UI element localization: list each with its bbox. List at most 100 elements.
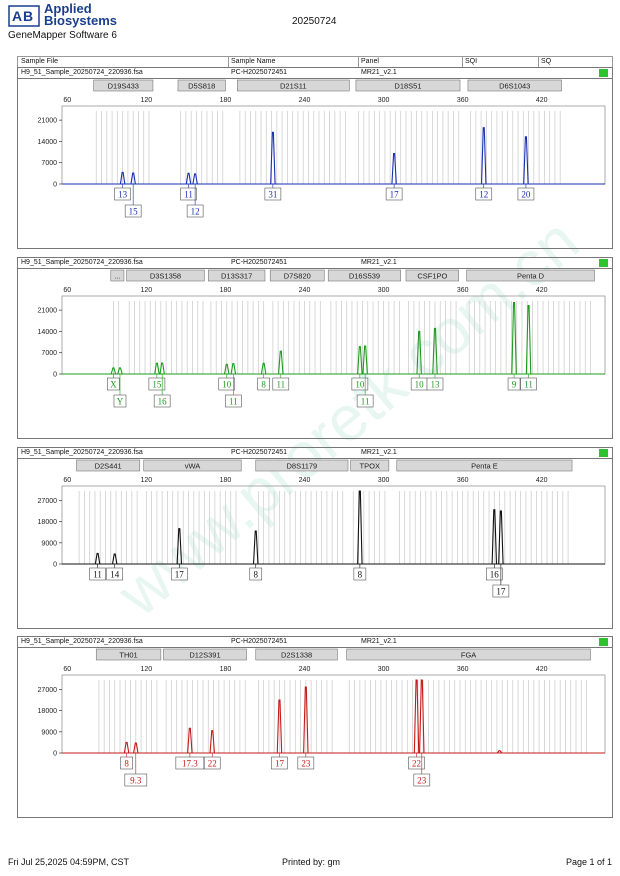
peak (119, 171, 126, 185)
peak (133, 742, 139, 754)
col-sample-name: Sample Name (231, 58, 276, 65)
y-tick-label: 14000 (38, 329, 58, 336)
allele-label-box (297, 756, 315, 770)
locus-label: FGA (461, 651, 476, 660)
electropherogram-black: D2S441 vWA D8S1179 TPOX Penta E 60 120 180 240 30… (38, 459, 606, 598)
allele-label: 16 (158, 397, 168, 407)
svg-text:A: A (12, 8, 22, 24)
x-tick-label: 120 (141, 97, 153, 104)
plot-frame (61, 295, 606, 375)
allele-label-box (249, 567, 263, 581)
peak (192, 173, 198, 185)
allele-label-box (120, 756, 133, 770)
locus-marker (236, 79, 350, 92)
allele-label-box (175, 756, 205, 770)
report-date: 20250724 (292, 16, 337, 27)
x-tick-label: 360 (457, 666, 469, 673)
locus-marker (110, 269, 125, 282)
x-tick-label: 60 (63, 666, 71, 673)
allele-label-box (353, 567, 367, 581)
y-tick-label: 7000 (41, 350, 57, 357)
x-tick-label: 240 (299, 666, 311, 673)
panel-blue: H9_51_Sample_20250724_220936.fsa PC-H2025… (17, 67, 613, 249)
peak (413, 679, 420, 754)
allele-label-box (385, 187, 403, 201)
locus-label: D8S1179 (287, 462, 318, 471)
panel-header: H9_51_Sample_20250724_220936.fsa PC-H2025… (18, 258, 612, 269)
allele-label: 14 (110, 570, 120, 580)
peak (260, 362, 267, 375)
peak (391, 153, 397, 185)
sample-name: PC-H2025072451 (231, 449, 288, 456)
allele-label: 20 (521, 190, 531, 200)
sample-name: PC-H2025072451 (231, 259, 288, 266)
allele-label-box (170, 567, 188, 581)
locus-label: D19S433 (108, 82, 139, 91)
sample-file: H9_51_Sample_20250724_220936.fsa (21, 449, 143, 456)
brand-line2: Biosystems (44, 13, 117, 28)
locus-label: Penta E (471, 462, 498, 471)
allele-label-box (264, 187, 282, 201)
panel-red: H9_51_Sample_20250724_220936.fsa PC-H2025… (17, 636, 613, 818)
y-tick-label: 9000 (41, 729, 57, 736)
x-tick-label: 360 (457, 97, 469, 104)
allele-label: 8 (124, 759, 129, 769)
allele-label: 31 (268, 190, 277, 200)
x-tick-label: 240 (299, 477, 311, 484)
peak (270, 131, 276, 185)
peak (416, 330, 422, 375)
peak (498, 510, 504, 565)
locus-marker (163, 648, 247, 661)
col-sample-file: Sample File (21, 58, 58, 65)
allele-label: 9 (512, 380, 517, 390)
sample-name: PC-H2025072451 (231, 69, 288, 76)
locus-marker (467, 79, 562, 92)
allele-label: 17 (275, 759, 285, 769)
locus-label: D3S1358 (150, 272, 181, 281)
x-tick-label: 120 (141, 666, 153, 673)
peak (278, 350, 284, 375)
x-tick-label: 300 (378, 97, 390, 104)
locus-marker (350, 459, 390, 472)
panel-header: H9_51_Sample_20250724_220936.fsa PC-H2025… (18, 448, 612, 459)
svg-text:B: B (23, 8, 33, 24)
col-panel: Panel (361, 58, 379, 65)
allele-label: 17 (175, 570, 185, 580)
allele-label: 16 (490, 570, 500, 580)
panel-header: H9_51_Sample_20250724_220936.fsa PC-H2025… (18, 68, 612, 79)
allele-label-box (113, 394, 127, 408)
locus-marker (355, 79, 461, 92)
x-tick-label: 120 (141, 287, 153, 294)
locus-marker (255, 648, 338, 661)
allele-label-box (507, 377, 521, 391)
peak (276, 699, 283, 754)
peak (523, 136, 529, 185)
panel-header: H9_51_Sample_20250724_220936.fsa PC-H2025… (18, 637, 612, 648)
peak (154, 362, 160, 375)
sq-status-indicator (599, 69, 608, 77)
locus-marker (466, 269, 595, 282)
allele-label: 15 (152, 380, 162, 390)
allele-label: 11 (276, 380, 285, 390)
peak (185, 172, 192, 185)
allele-label-box (114, 187, 131, 201)
x-tick-label: 300 (378, 666, 390, 673)
allele-label: 13 (430, 380, 440, 390)
x-tick-label: 180 (220, 477, 232, 484)
allele-label-box (475, 187, 493, 201)
applied-biosystems-logo-icon: A B (8, 5, 40, 27)
locus-label: D2S1338 (281, 651, 312, 660)
x-tick-label: 60 (63, 477, 71, 484)
col-sqi: SQI (465, 58, 478, 65)
sample-file: H9_51_Sample_20250724_220936.fsa (21, 69, 143, 76)
y-tick-label: 18000 (38, 519, 58, 526)
locus-label: D2S441 (95, 462, 122, 471)
panel-name: MR21_v2.1 (361, 69, 397, 76)
allele-label-box (272, 377, 290, 391)
plot-frame (61, 485, 606, 565)
x-tick-label: 300 (378, 287, 390, 294)
peak (480, 127, 487, 185)
x-tick-label: 240 (299, 97, 311, 104)
locus-marker (207, 269, 266, 282)
allele-label-box (180, 187, 197, 201)
